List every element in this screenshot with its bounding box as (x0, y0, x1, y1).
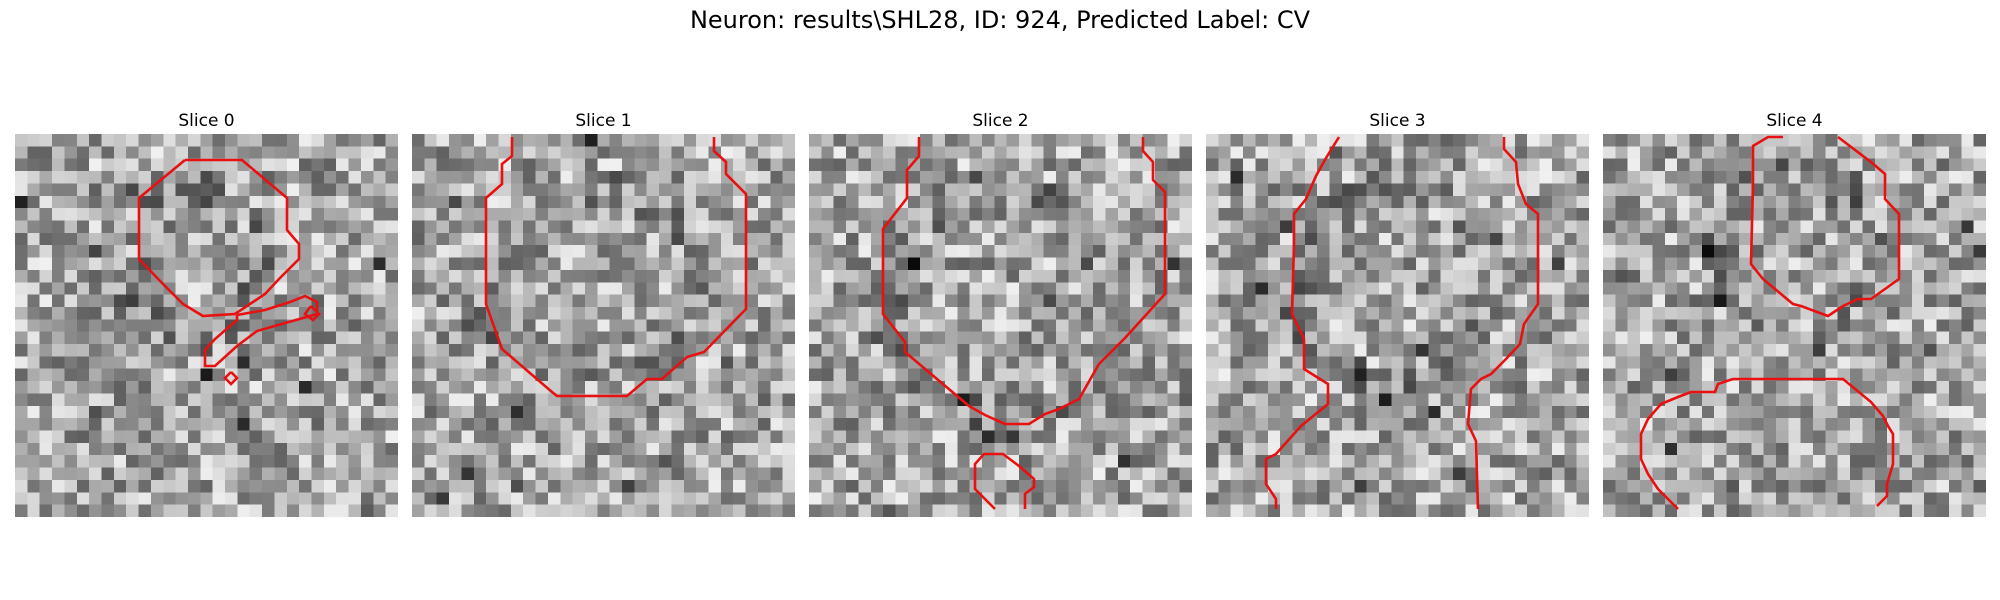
roi-contour (203, 294, 319, 368)
roi-contour-overlay (484, 137, 748, 398)
roi-contour (223, 371, 239, 386)
roi-contour (1639, 377, 1895, 510)
roi-contour (137, 158, 301, 318)
slice-image (1206, 134, 1589, 517)
slice-title: Slice 4 (1766, 111, 1823, 131)
slice-panel-0: Slice 0 (15, 109, 398, 517)
roi-contour (973, 452, 1036, 510)
roi-contour-overlay (137, 158, 321, 386)
slice-title: Slice 2 (972, 111, 1029, 131)
slice-panel-3: Slice 3 (1206, 109, 1589, 517)
slice-image (15, 134, 398, 517)
slice-panel-2: Slice 2 (809, 109, 1192, 517)
roi-contour (1749, 135, 1901, 318)
roi-contour-overlay (1264, 136, 1540, 510)
slice-title: Slice 1 (575, 111, 632, 131)
roi-contour (303, 305, 321, 322)
roi-contour (1264, 136, 1341, 509)
roi-contour-overlay (881, 137, 1167, 510)
slice-panel-4: Slice 4 (1603, 109, 1986, 517)
slice-title: Slice 0 (178, 111, 235, 131)
roi-contour (881, 137, 1167, 426)
roi-contour-overlay (1639, 135, 1901, 510)
slice-panel-1: Slice 1 (412, 109, 795, 517)
figure-title: Neuron: results\SHL28, ID: 924, Predicte… (689, 6, 1311, 34)
roi-contour (484, 137, 748, 398)
slice-title: Slice 3 (1369, 111, 1426, 131)
slice-image (1603, 134, 1986, 517)
roi-contour (1466, 137, 1540, 510)
